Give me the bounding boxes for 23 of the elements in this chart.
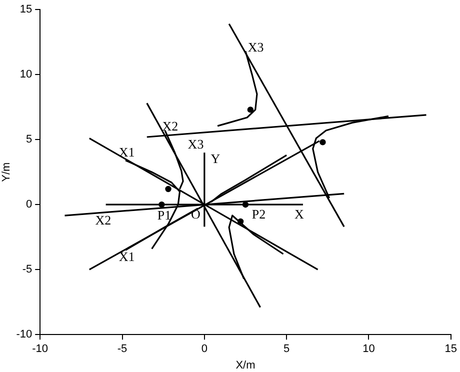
annotation: X2: [95, 212, 112, 228]
annotation: X2: [162, 118, 178, 134]
annotation: X1: [118, 248, 135, 264]
x-tick-label: 15: [444, 343, 458, 356]
y-axis-title: Y/m: [0, 162, 13, 182]
annotation: X3: [188, 136, 204, 152]
y-tick-label: 10: [20, 68, 32, 81]
annotation: P2: [252, 206, 266, 222]
x-tick-label: 0: [201, 343, 208, 356]
x-axis-title: X/m: [236, 359, 256, 372]
annotation: Y: [210, 151, 221, 166]
x-tick-label: -5: [117, 343, 128, 356]
annotation: P1: [157, 207, 172, 222]
annotation: X3: [248, 40, 264, 55]
y-tick-label: -10: [16, 328, 32, 341]
annotation: X: [294, 206, 304, 222]
annotation: X1: [118, 144, 135, 160]
x-tick-label: 10: [362, 343, 375, 356]
y-tick-label: 5: [26, 134, 32, 146]
y-tick-label: -5: [22, 264, 32, 276]
y-tick-label: 0: [26, 198, 32, 211]
y-tick-label: 15: [20, 4, 32, 16]
x-tick-label: 5: [284, 343, 290, 356]
